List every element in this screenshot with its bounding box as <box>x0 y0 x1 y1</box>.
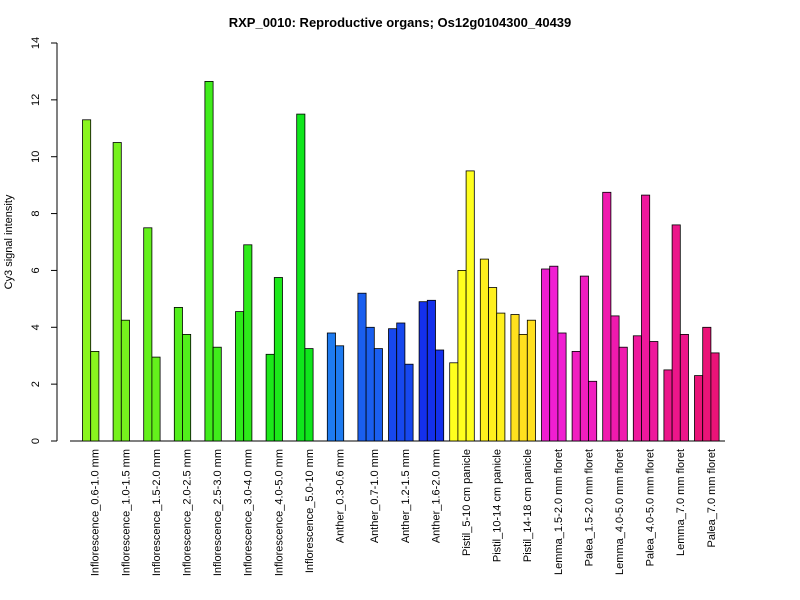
bar <box>435 349 445 442</box>
bar <box>204 81 214 442</box>
bar <box>273 277 283 442</box>
category-label: Pistil_10-14 cm panicle <box>492 449 504 562</box>
bar <box>549 265 559 442</box>
category-label: Inflorescence_0.6-1.0 mm <box>90 449 102 576</box>
bar <box>396 322 406 442</box>
y-tick-label: 10 <box>30 151 42 163</box>
bar <box>588 380 598 442</box>
bar <box>143 227 153 442</box>
bar <box>702 326 712 442</box>
y-axis: 0 2 4 6 8 10 12 14 <box>30 37 58 444</box>
bar <box>618 346 628 442</box>
chart-title: RXP_0010: Reproductive organs; Os12g0104… <box>229 15 572 30</box>
bar <box>557 332 567 442</box>
bar <box>602 191 612 442</box>
y-tick-label: 8 <box>30 211 42 217</box>
bar <box>479 258 489 442</box>
bar <box>304 348 314 442</box>
bar <box>326 332 336 442</box>
y-tick-label: 2 <box>30 381 42 387</box>
bar <box>457 269 467 442</box>
category-label: Palea_7.0 mm floret <box>706 449 718 547</box>
bar <box>632 335 642 442</box>
bar <box>357 292 367 442</box>
bar <box>449 362 459 442</box>
bar <box>335 345 345 442</box>
y-tick-label: 0 <box>30 438 42 444</box>
bar <box>671 224 681 442</box>
bar <box>82 119 92 442</box>
y-axis-label: Cy3 signal intensity <box>3 194 15 289</box>
bar <box>243 244 253 442</box>
category-label: Inflorescence_1.0-1.5 mm <box>120 449 132 576</box>
bar <box>610 315 620 442</box>
category-label: Pistil_14-18 cm panicle <box>522 449 534 562</box>
bar <box>373 348 383 442</box>
category-label: Lemma_1.5-2.0 mm floret <box>553 449 565 575</box>
bar <box>679 333 689 442</box>
bar <box>510 314 520 442</box>
bar <box>388 328 398 442</box>
category-label: Lemma_7.0 mm floret <box>675 449 687 556</box>
bar <box>151 356 161 442</box>
category-label: Lemma_4.0-5.0 mm floret <box>614 449 626 575</box>
bar <box>541 268 551 442</box>
bar <box>365 326 375 442</box>
category-label: Inflorescence_2.0-2.5 mm <box>182 449 194 576</box>
bar <box>296 113 306 442</box>
bar <box>694 375 704 442</box>
bars <box>82 81 720 442</box>
category-label: Anther_0.7-1.0 mm <box>369 449 381 543</box>
category-label: Palea_4.0-5.0 mm floret <box>645 449 657 566</box>
category-label: Inflorescence_3.0-4.0 mm <box>243 449 255 576</box>
category-label: Inflorescence_2.5-3.0 mm <box>212 449 224 576</box>
bar <box>488 287 498 442</box>
bar <box>426 299 436 442</box>
category-label: Inflorescence_5.0-10 mm <box>304 449 316 573</box>
bar <box>404 363 414 442</box>
bar <box>496 312 506 442</box>
category-label: Inflorescence_4.0-5.0 mm <box>273 449 285 576</box>
bar <box>579 275 589 442</box>
bar <box>90 350 100 442</box>
category-label: Palea_1.5-2.0 mm floret <box>583 449 595 566</box>
y-tick-label: 12 <box>30 94 42 106</box>
bar <box>641 194 651 442</box>
y-tick-label: 4 <box>30 324 42 330</box>
category-label: Inflorescence_1.5-2.0 mm <box>151 449 163 576</box>
bar <box>212 346 222 442</box>
category-labels: Inflorescence_0.6-1.0 mm Inflorescence_1.… <box>90 449 718 576</box>
bar <box>265 353 275 442</box>
bar <box>120 319 130 442</box>
bar <box>518 333 528 442</box>
bar <box>173 306 183 442</box>
bar <box>235 311 245 442</box>
bar <box>526 319 536 442</box>
bar <box>182 333 192 442</box>
bar <box>710 352 720 442</box>
bar <box>418 301 428 442</box>
bar <box>465 170 475 442</box>
bar <box>649 341 659 442</box>
category-label: Pistil_5-10 cm panicle <box>461 449 473 556</box>
bar <box>571 350 581 442</box>
category-label: Anther_0.3-0.6 mm <box>335 449 347 543</box>
bar <box>663 369 673 442</box>
y-tick-label: 14 <box>30 37 42 49</box>
bar <box>112 142 122 442</box>
category-label: Anther_1.6-2.0 mm <box>430 449 442 543</box>
y-tick-label: 6 <box>30 267 42 273</box>
category-label: Anther_1.2-1.5 mm <box>400 449 412 543</box>
